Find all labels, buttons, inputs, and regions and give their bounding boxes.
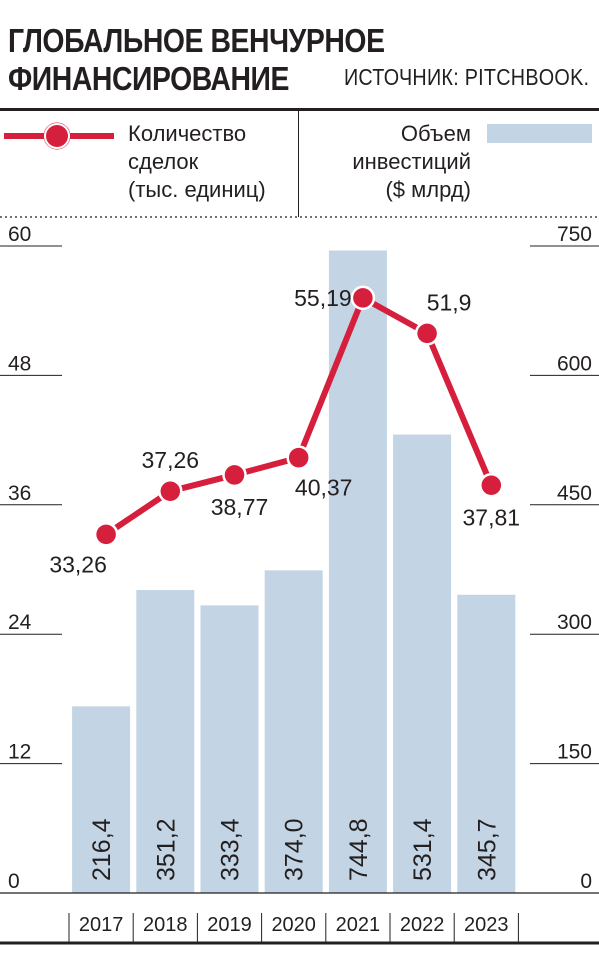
y-right-tick-label: 750 (557, 223, 592, 246)
y-left-tick-label: 24 (8, 611, 32, 634)
x-axis-tick-label: 2022 (400, 914, 445, 936)
legend-line-label-2: сделок (128, 149, 199, 174)
data-point (158, 478, 183, 504)
line-value-label: 38,77 (211, 494, 269, 520)
gridlines (0, 245, 599, 765)
legend-divider (298, 111, 299, 217)
line-value-label: 37,26 (142, 447, 200, 473)
x-axis-tick-label: 2018 (143, 914, 188, 936)
bar (200, 605, 259, 893)
y-left-tick-label: 0 (8, 870, 20, 893)
data-point (350, 285, 376, 311)
y-left-tick-label: 60 (8, 223, 31, 246)
x-axis: 2017 2018 2019 2020 2021 2022 2023 (0, 892, 599, 945)
data-point (286, 445, 311, 470)
y-right-tick-label: 150 (557, 741, 592, 764)
y-left-tick-label: 36 (8, 482, 31, 505)
chart-title: ГЛОБАЛЬНОЕ ВЕНЧУРНОЕ ФИНАНСИРОВАНИЕ (8, 22, 385, 98)
bar (72, 706, 131, 893)
legend-dot-swatch (44, 123, 70, 149)
bar-value-label: 744,8 (345, 818, 373, 881)
y-right-tick-label: 450 (557, 482, 592, 505)
data-point (222, 462, 247, 488)
line-value-labels: 33,26 37,26 38,77 40,37 55,19 51,9 37,81 (49, 285, 520, 577)
bar-value-label: 345,7 (473, 818, 501, 881)
x-axis-tick-label: 2019 (207, 914, 252, 936)
x-axis-tick-label: 2023 (464, 914, 509, 936)
y-left-tick-label: 12 (8, 741, 31, 764)
bar-value-label: 351,2 (152, 818, 180, 881)
bars (72, 250, 516, 894)
legend-bar-label-1: Объем (400, 121, 471, 146)
bar (457, 594, 516, 893)
line-series (93, 285, 504, 547)
y-right-tick-label: 600 (557, 352, 592, 375)
bar-value-label: 216,4 (88, 818, 116, 881)
x-axis-tick-label: 2021 (336, 914, 381, 936)
x-axis-tick-label: 2020 (271, 914, 316, 936)
bar (393, 434, 452, 893)
y-axis-right: 0 150 300 450 600 750 (557, 223, 592, 893)
bar-value-label: 531,4 (409, 818, 437, 881)
y-left-tick-label: 48 (8, 352, 31, 375)
bar-value-label: 374,0 (281, 818, 309, 881)
data-point (479, 473, 504, 498)
chart-title-line-2: ФИНАНСИРОВАНИЕ (8, 60, 290, 97)
bar-value-labels: 216,4 351,2 333,4 374,0 744,8 531,4 345,7 (88, 818, 501, 881)
y-axis-left: 0 12 24 36 48 60 (8, 223, 32, 893)
legend-bar-label-3: ($ млрд) (385, 177, 471, 202)
line-value-label: 51,9 (427, 289, 472, 315)
legend-line-label: Количество сделок (тыс. единиц) (128, 120, 266, 204)
line-value-label: 55,19 (294, 285, 352, 311)
bar-value-label: 333,4 (217, 818, 245, 881)
chart-title-line-1: ГЛОБАЛЬНОЕ ВЕНЧУРНОЕ (8, 22, 385, 59)
line-value-label: 40,37 (295, 475, 353, 501)
bar (264, 570, 323, 893)
legend-line-label-3: (тыс. единиц) (128, 177, 266, 202)
header-rule (0, 108, 599, 111)
y-right-tick-label: 0 (580, 870, 592, 893)
legend-line-label-1: Количество (128, 121, 247, 146)
bar (328, 250, 387, 894)
line-value-label: 37,81 (463, 504, 521, 530)
bar (136, 590, 195, 893)
data-point (93, 522, 119, 547)
x-axis-tick-label: 2017 (79, 914, 124, 936)
line-value-label: 33,26 (49, 551, 107, 577)
y-right-tick-label: 300 (557, 611, 592, 634)
legend-bar-swatch (487, 124, 592, 143)
legend-bar-label-2: инвестиций (352, 149, 471, 174)
legend-bar-label: Объем инвестиций ($ млрд) (352, 120, 471, 204)
data-point (414, 321, 440, 346)
source-note: ИСТОЧНИК: PITCHBOOK. (343, 64, 589, 90)
